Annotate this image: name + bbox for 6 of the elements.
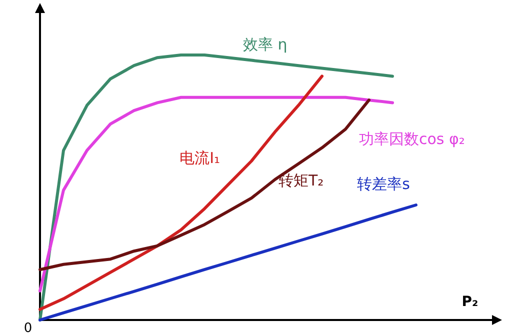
series-label: 效率 η xyxy=(243,36,288,54)
series-label: 转差率s xyxy=(357,174,410,193)
series-label: 电流I₁ xyxy=(180,148,220,167)
text: 功率因数cos φ₂ xyxy=(359,130,465,148)
text: 0 xyxy=(24,321,32,334)
x-axis-title: P₂ xyxy=(462,294,478,310)
